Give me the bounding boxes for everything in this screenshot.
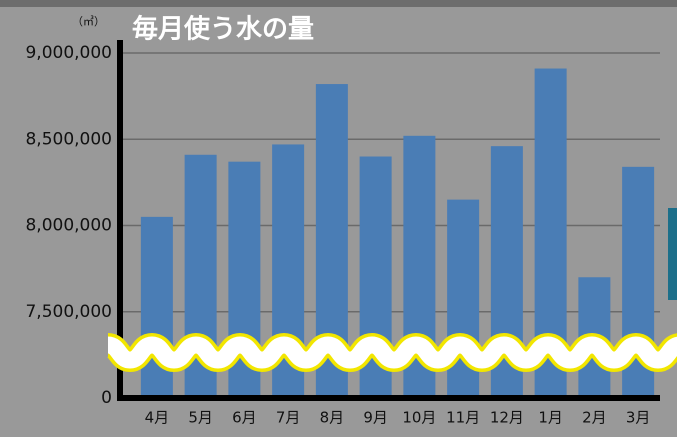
y-tick-label: 9,000,000 <box>25 43 112 63</box>
x-tick-label: 10月 <box>402 409 436 427</box>
side-tab <box>668 208 677 300</box>
y-tick-label: 8,500,000 <box>25 129 112 149</box>
top-strip <box>0 0 677 7</box>
x-tick-label: 11月 <box>446 409 480 427</box>
y-tick-label: 7,500,000 <box>25 302 112 322</box>
x-tick-label: 4月 <box>145 409 170 427</box>
x-tick-label: 5月 <box>188 409 213 427</box>
y-unit: （㎥） <box>72 15 105 28</box>
axis-break-fill <box>106 336 677 369</box>
x-tick-label: 6月 <box>232 409 257 427</box>
y-tick-label: 0 <box>101 388 112 408</box>
x-tick-label: 3月 <box>626 409 651 427</box>
chart-title: 毎月使う水の量 <box>132 15 314 45</box>
x-tick-label: 8月 <box>320 409 345 427</box>
x-tick-label: 2月 <box>582 409 607 427</box>
x-tick-label: 12月 <box>490 409 524 427</box>
x-tick-label: 7月 <box>276 409 301 427</box>
x-tick-label: 1月 <box>538 409 563 427</box>
y-tick-label: 8,000,000 <box>25 216 112 236</box>
x-tick-label: 9月 <box>363 409 388 427</box>
